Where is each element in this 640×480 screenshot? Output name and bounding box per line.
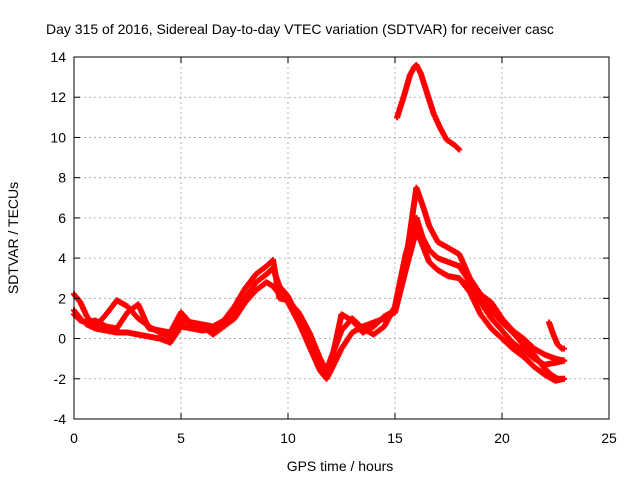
series-track-6 [394, 62, 463, 153]
data-point [456, 146, 463, 153]
y-tick-label: -4 [54, 411, 67, 427]
y-tick-label: 0 [58, 331, 66, 347]
y-tick-label: 2 [58, 290, 66, 306]
x-axis-label: GPS time / hours [287, 458, 394, 474]
y-tick-label: 12 [50, 89, 66, 105]
x-tick-label: 25 [601, 430, 617, 446]
y-tick-label: 10 [50, 129, 66, 145]
y-tick-label: -2 [54, 371, 67, 387]
x-tick-label: 10 [280, 430, 296, 446]
axis-ticks [73, 56, 610, 420]
y-tick-label: 4 [58, 250, 66, 266]
chart-title: Day 315 of 2016, Sidereal Day-to-day VTE… [46, 21, 554, 37]
y-tick-label: 14 [50, 49, 66, 65]
x-tick-label: 20 [494, 430, 510, 446]
x-tick-label: 5 [177, 430, 185, 446]
series-track-5 [546, 319, 568, 352]
y-tick-label: 6 [58, 210, 66, 226]
data-series [71, 62, 568, 384]
data-point [561, 375, 568, 382]
data-point [561, 345, 568, 352]
plot-frame [73, 56, 610, 420]
series-track-2 [71, 214, 568, 374]
x-tick-label: 15 [387, 430, 403, 446]
tick-labels: 0 5 10 15 20 25 -4 -2 0 2 4 6 8 10 12 14 [50, 49, 617, 446]
data-point [561, 357, 568, 364]
x-tick-label: 0 [70, 430, 78, 446]
series-track-4 [456, 275, 568, 382]
y-axis-label: SDTVAR / TECUs [5, 182, 21, 294]
y-tick-label: 8 [58, 170, 66, 186]
